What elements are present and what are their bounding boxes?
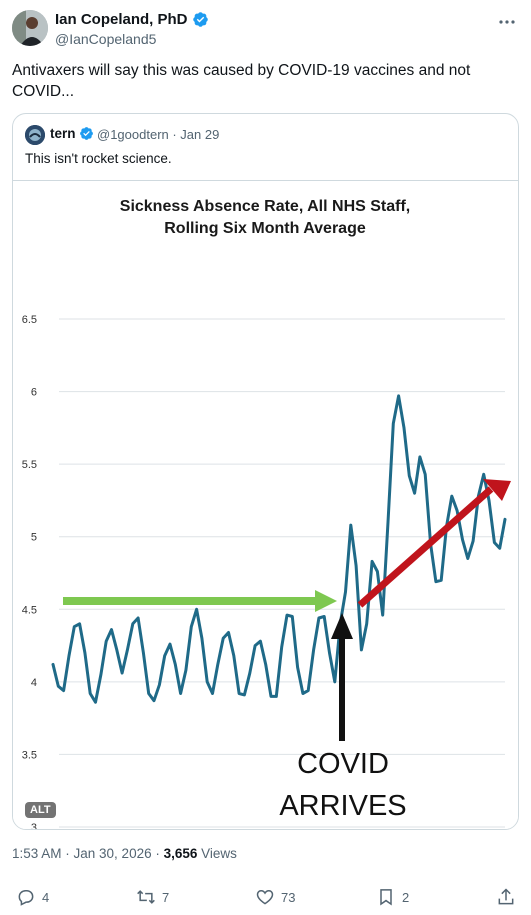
reply-icon bbox=[18, 890, 34, 906]
author-handle[interactable]: @IanCopeland5 bbox=[55, 31, 157, 47]
bookmark-button[interactable]: 2 bbox=[376, 887, 409, 907]
covid-label-line1: COVID bbox=[297, 748, 389, 780]
y-tick-label: 5.5 bbox=[22, 459, 37, 471]
green-arrow-head bbox=[315, 590, 337, 612]
tweet-header: Ian Copeland, PhD @IanCopeland5 bbox=[12, 10, 519, 50]
covid-label-line2: ARRIVES bbox=[279, 790, 406, 822]
share-button[interactable] bbox=[496, 887, 516, 907]
bookmark-count: 2 bbox=[402, 889, 410, 905]
quote-handle-date[interactable]: @1goodtern · Jan 29 bbox=[97, 127, 220, 142]
y-tick-label: 3.5 bbox=[22, 749, 37, 761]
author-name[interactable]: Ian Copeland, PhD bbox=[55, 11, 209, 28]
views-label: Views bbox=[197, 846, 237, 861]
chart-title-line1: Sickness Absence Rate, All NHS Staff, bbox=[120, 198, 410, 215]
y-tick-label: 4.5 bbox=[22, 604, 37, 616]
y-tick-label: 3 bbox=[31, 822, 37, 830]
alt-text-badge[interactable]: ALT bbox=[25, 802, 56, 818]
share-icon bbox=[498, 888, 514, 905]
views-count: 3,656 bbox=[163, 846, 198, 861]
quote-author-name[interactable]: tern bbox=[50, 126, 94, 141]
quote-author-avatar[interactable] bbox=[25, 125, 45, 145]
repost-icon bbox=[137, 890, 155, 904]
y-tick-label: 6 bbox=[31, 387, 37, 399]
chart-title-line2: Rolling Six Month Average bbox=[164, 220, 366, 237]
quoted-tweet[interactable]: tern @1goodtern · Jan 29 This isn't rock… bbox=[12, 113, 519, 830]
red-arrow-head bbox=[483, 479, 511, 501]
y-tick-label: 4 bbox=[31, 677, 37, 689]
verified-badge-icon bbox=[192, 12, 208, 27]
tweet-meta: 1:53 AM · Jan 30, 2026 · 3,656 Views bbox=[12, 846, 237, 861]
black-arrow-head bbox=[331, 613, 353, 639]
red-arrow-shaft bbox=[357, 486, 494, 608]
verified-badge-icon bbox=[79, 127, 93, 140]
author-avatar[interactable] bbox=[12, 10, 48, 46]
repost-button[interactable]: 7 bbox=[136, 887, 169, 907]
tweet-timestamp[interactable]: 1:53 AM · Jan 30, 2026 · bbox=[12, 846, 164, 861]
action-bar: 4 7 73 2 bbox=[12, 887, 519, 911]
repost-count: 7 bbox=[162, 889, 170, 905]
reply-button[interactable]: 4 bbox=[16, 887, 49, 907]
heart-icon bbox=[256, 889, 274, 905]
y-tick-label: 5 bbox=[31, 532, 37, 544]
chart-image[interactable]: Sickness Absence Rate, All NHS Staff, Ro… bbox=[13, 180, 518, 830]
like-count: 73 bbox=[281, 889, 296, 905]
y-tick-label: 6.5 bbox=[22, 314, 37, 326]
reply-count: 4 bbox=[42, 889, 50, 905]
tweet-text: Antivaxers will say this was caused by C… bbox=[12, 62, 471, 100]
more-options-icon[interactable] bbox=[497, 12, 517, 32]
chart-svg: Sickness Absence Rate, All NHS Staff, Ro… bbox=[22, 198, 511, 830]
quote-text: This isn't rocket science. bbox=[25, 151, 172, 166]
series-line bbox=[51, 394, 507, 704]
like-button[interactable]: 73 bbox=[255, 887, 295, 907]
bookmark-icon bbox=[380, 889, 392, 906]
